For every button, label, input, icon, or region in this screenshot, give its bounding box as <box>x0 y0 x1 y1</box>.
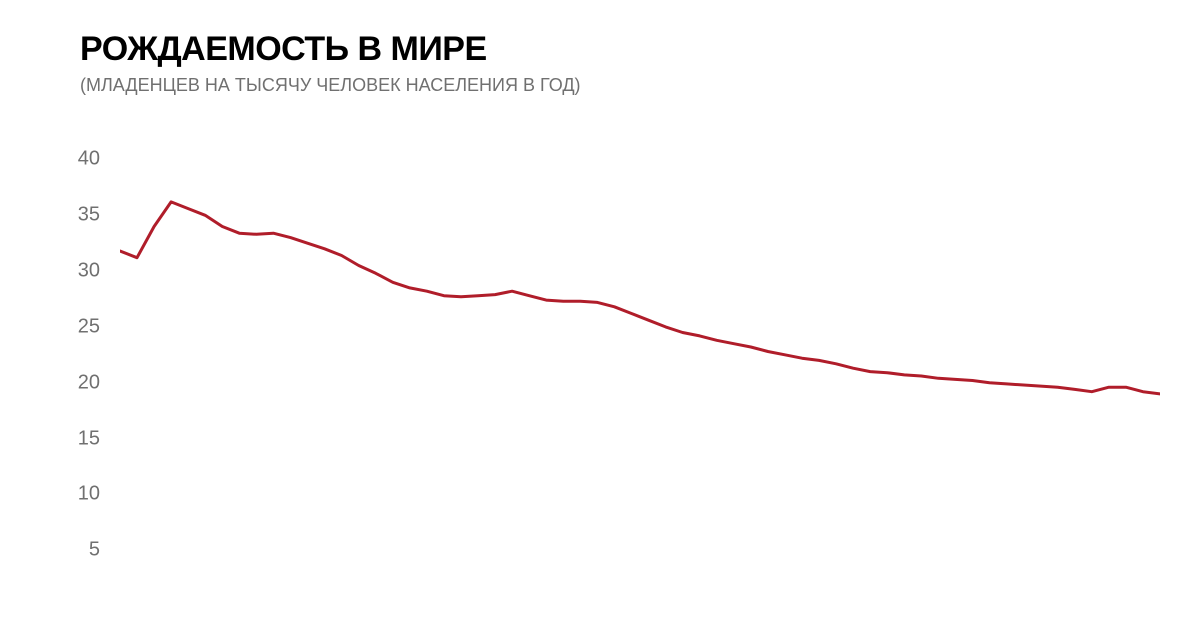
birthrate-line <box>120 202 1160 394</box>
y-tick-label: 5 <box>40 539 100 562</box>
chart-subtitle: (МЛАДЕНЦЕВ НА ТЫСЯЧУ ЧЕЛОВЕК НАСЕЛЕНИЯ В… <box>80 75 1180 96</box>
y-tick-label: 20 <box>40 371 100 394</box>
chart-plot-area: 510152025303540 <box>60 126 1160 606</box>
y-tick-label: 40 <box>40 148 100 171</box>
chart-container: РОЖДАЕМОСТЬ В МИРЕ (МЛАДЕНЦЕВ НА ТЫСЯЧУ … <box>0 0 1200 628</box>
y-tick-label: 10 <box>40 483 100 506</box>
y-tick-label: 35 <box>40 204 100 227</box>
y-tick-label: 15 <box>40 427 100 450</box>
chart-title: РОЖДАЕМОСТЬ В МИРЕ <box>80 30 1180 69</box>
y-tick-label: 30 <box>40 260 100 283</box>
y-tick-label: 25 <box>40 315 100 338</box>
line-chart-svg <box>120 126 1160 606</box>
